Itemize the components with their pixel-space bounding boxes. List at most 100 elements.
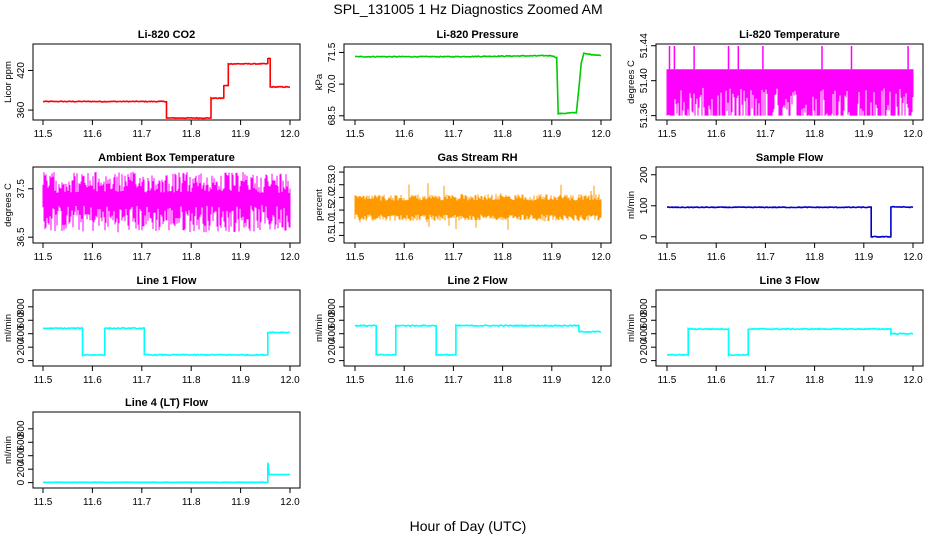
x-tick-label: 11.6 — [395, 252, 414, 263]
x-tick-label: 11.6 — [83, 129, 102, 140]
plot-frame — [655, 289, 924, 367]
panel-title: Gas Stream RH — [437, 152, 517, 164]
panel-3: Li-820 Temperature 11.5 11.6 11.7 11.8 11.9 12… — [626, 29, 924, 140]
y-tick-label: 600 — [16, 311, 27, 328]
y-tick-label: 0 — [639, 357, 650, 363]
y-tick-label: 51.44 — [639, 33, 650, 58]
x-tick-label: 11.8 — [493, 129, 512, 140]
y-tick-label: 800 — [327, 298, 338, 315]
plot-frame — [32, 43, 301, 121]
panel-10: Line 4 (LT) Flow 11.5 11.6 11.7 11.8 11.9 12.0… — [3, 397, 301, 508]
x-tick-label: 11.8 — [493, 375, 512, 386]
y-tick-label: 800 — [639, 298, 650, 315]
series-spikes — [668, 46, 909, 70]
x-tick-label: 12.0 — [591, 252, 611, 263]
x-tick-label: 11.7 — [756, 252, 775, 263]
plot-frame — [655, 166, 924, 244]
y-tick-label: 0 — [639, 234, 650, 240]
x-tick-label: 11.5 — [658, 375, 677, 386]
series — [42, 462, 291, 484]
y-axis-label: ml/min — [3, 436, 14, 464]
plot-frame — [343, 166, 612, 244]
x-tick-label: 12.0 — [591, 375, 611, 386]
x-tick-label: 11.7 — [444, 252, 463, 263]
x-tick-label: 11.9 — [231, 497, 250, 508]
y-tick-label: 400 — [327, 325, 338, 342]
series — [354, 323, 602, 357]
panel-9: Line 3 Flow 11.5 11.6 11.7 11.8 11.9 12.0 0 2004… — [626, 275, 924, 386]
y-tick-label: 600 — [327, 311, 338, 328]
panel-6: Sample Flow 11.5 11.6 11.7 11.8 11.9 12.0 0 100 2… — [626, 152, 924, 263]
y-tick-label: 1.5 — [327, 203, 338, 217]
x-tick-label: 12.0 — [280, 252, 300, 263]
x-tick-label: 11.8 — [182, 129, 201, 140]
y-axis-label: percent — [314, 189, 325, 221]
x-tick-label: 11.6 — [707, 129, 726, 140]
series — [666, 205, 914, 238]
x-tick-label: 11.7 — [132, 497, 151, 508]
x-tick-label: 11.6 — [395, 129, 414, 140]
y-tick-label: 400 — [16, 447, 27, 464]
panel-title: Line 3 Flow — [760, 275, 820, 287]
plot-frame — [343, 289, 612, 367]
panel-title: Li-820 CO2 — [138, 29, 195, 41]
x-tick-label: 11.5 — [658, 252, 677, 263]
y-tick-label: 200 — [16, 460, 27, 477]
x-tick-label: 11.5 — [34, 129, 53, 140]
series-line — [42, 57, 291, 120]
y-tick-label: 2.5 — [327, 177, 338, 191]
y-tick-label: 70.0 — [327, 74, 338, 94]
x-tick-label: 11.6 — [707, 252, 726, 263]
y-tick-label: 1.0 — [327, 215, 338, 229]
plot-frame — [32, 411, 301, 489]
y-axis-label: ml/min — [314, 314, 325, 342]
x-tick-label: 11.8 — [805, 375, 824, 386]
x-tick-label: 11.8 — [805, 129, 824, 140]
x-tick-label: 11.5 — [658, 129, 677, 140]
series-line — [42, 462, 291, 484]
panel-title: Ambient Box Temperature — [98, 152, 235, 164]
series — [42, 57, 291, 120]
series — [355, 52, 602, 116]
x-tick-label: 11.7 — [756, 375, 775, 386]
y-axis-label: kPa — [314, 73, 325, 90]
x-tick-label: 11.9 — [854, 129, 873, 140]
y-axis-label: degrees C — [626, 60, 637, 104]
series-line — [42, 326, 291, 357]
x-tick-label: 12.0 — [280, 129, 300, 140]
y-tick-label: 360 — [16, 101, 27, 118]
x-tick-label: 11.6 — [395, 375, 414, 386]
y-tick-label: 0 — [16, 479, 27, 485]
figure-title: SPL_131005 1 Hz Diagnostics Zoomed AM — [333, 1, 603, 17]
x-tick-label: 11.6 — [83, 375, 102, 386]
x-tick-label: 12.0 — [280, 497, 300, 508]
y-axis-label: ml/min — [626, 314, 637, 342]
y-tick-label: 36.5 — [16, 227, 27, 247]
panel-title: Line 2 Flow — [448, 275, 508, 287]
panel-8: Line 2 Flow 11.5 11.6 11.7 11.8 11.9 12.0 0 2004… — [314, 275, 612, 386]
x-tick-label: 11.5 — [346, 375, 365, 386]
x-tick-label: 11.7 — [444, 129, 463, 140]
x-tick-label: 12.0 — [280, 375, 300, 386]
series — [667, 327, 914, 358]
series-line — [666, 205, 914, 238]
x-tick-label: 11.5 — [34, 497, 53, 508]
series-band — [42, 171, 291, 233]
x-tick-label: 11.7 — [756, 129, 775, 140]
x-tick-label: 12.0 — [591, 129, 611, 140]
x-tick-label: 11.6 — [707, 375, 726, 386]
y-axis-label: degrees C — [3, 183, 14, 227]
x-tick-label: 11.6 — [83, 252, 102, 263]
panel-7: Line 1 Flow 11.5 11.6 11.7 11.8 11.9 12.0 0 2004… — [3, 275, 301, 386]
y-tick-label: 200 — [639, 338, 650, 355]
x-tick-label: 11.8 — [805, 252, 824, 263]
y-tick-label: 0 — [327, 357, 338, 363]
y-tick-label: 100 — [639, 197, 650, 214]
y-tick-label: 200 — [639, 166, 650, 183]
x-tick-label: 12.0 — [903, 129, 923, 140]
series-band — [666, 69, 914, 116]
y-tick-label: 71.5 — [327, 42, 338, 62]
y-tick-label: 600 — [639, 311, 650, 328]
x-tick-label: 11.9 — [542, 375, 561, 386]
